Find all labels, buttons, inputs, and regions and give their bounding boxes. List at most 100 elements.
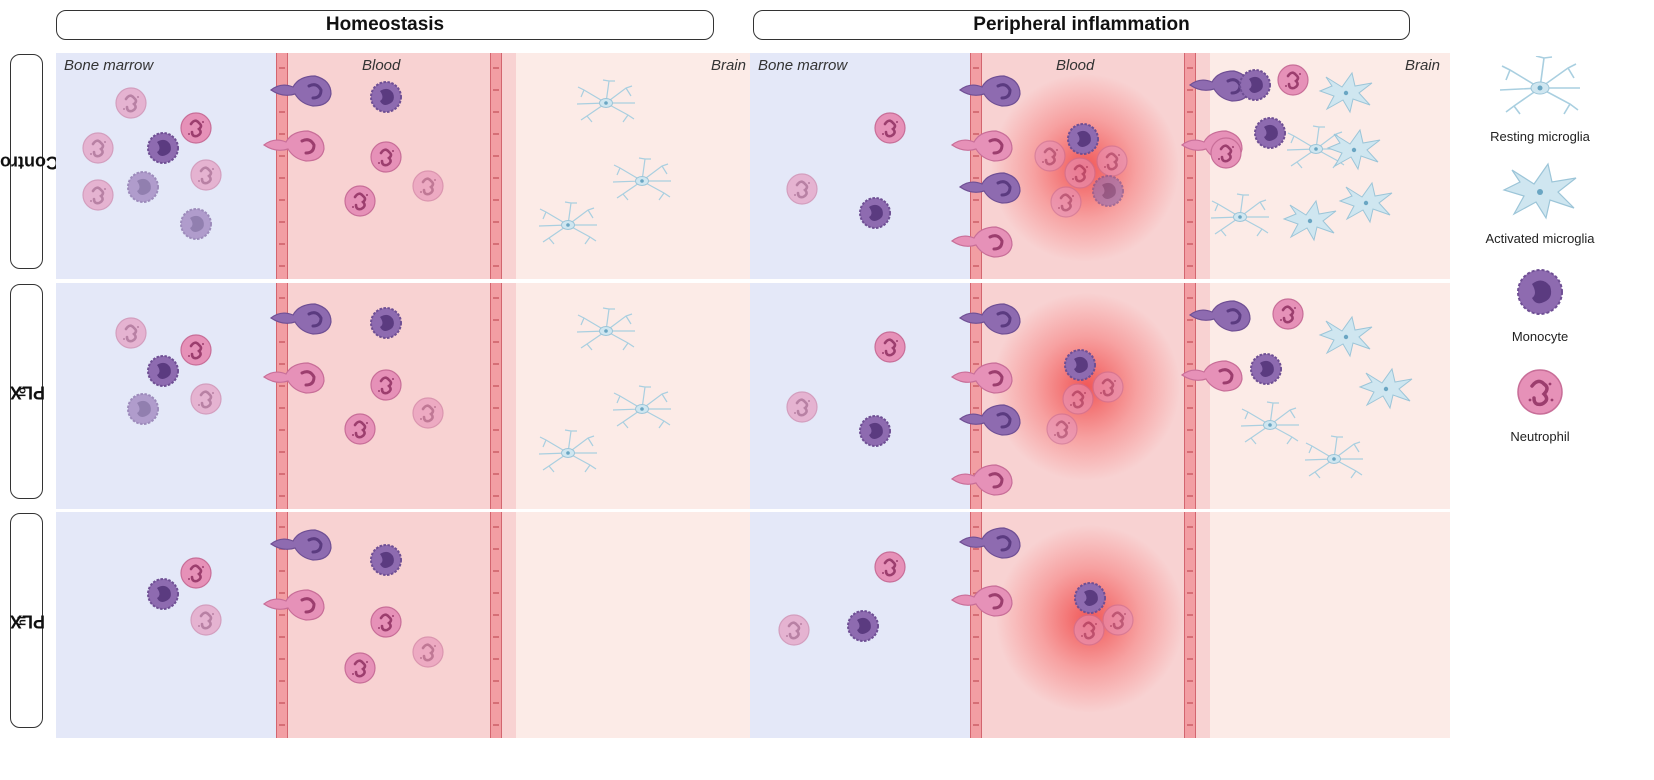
panel-inflammation-control: Bone marrow Blood Brain <box>750 53 1450 279</box>
panel-homeostasis-plx-hi <box>56 512 756 738</box>
migrating-cell <box>1180 360 1243 392</box>
neutrophil-cell <box>180 557 212 589</box>
neutrophil-icon <box>1517 369 1563 415</box>
neutrophil-cell <box>115 87 147 119</box>
migrating-cell <box>958 404 1021 436</box>
vessel-wall-right <box>1184 283 1196 509</box>
migrating-cell <box>958 303 1021 335</box>
monocyte-cell <box>1067 123 1099 155</box>
neutrophil-cell <box>1064 157 1096 189</box>
activated-microglia-cell <box>1358 367 1413 410</box>
activated-microglia-icon <box>1502 162 1577 220</box>
migrating-cell <box>269 75 332 107</box>
row-label-plx-lo: PLX lo <box>9 284 44 499</box>
migrating-cell <box>950 464 1013 496</box>
legend-label-monocyte: Monocyte <box>1511 329 1569 344</box>
resting-microglia-cell <box>1304 435 1363 479</box>
neutrophil-cell <box>412 397 444 429</box>
monocyte-icon <box>1517 269 1563 315</box>
migrating-cell <box>1188 300 1251 332</box>
vessel-wall-left <box>970 283 982 509</box>
vessel-wall-right <box>490 512 502 738</box>
vessel-wall-left <box>970 512 982 738</box>
neutrophil-cell <box>1210 137 1242 169</box>
monocyte-cell <box>1254 117 1286 149</box>
migrating-cell <box>269 303 332 335</box>
monocyte-cell <box>127 393 159 425</box>
migrating-cell <box>262 362 325 394</box>
neutrophil-cell <box>82 132 114 164</box>
vessel-wall-right <box>1184 53 1196 279</box>
resting-microglia-cell <box>1210 193 1269 237</box>
monocyte-cell <box>1239 69 1271 101</box>
neutrophil-cell <box>370 369 402 401</box>
resting-microglia-cell <box>1240 401 1299 445</box>
bone-marrow-zone <box>56 53 286 279</box>
resting-microglia-icon <box>1499 55 1580 115</box>
resting-microglia-cell <box>1286 125 1345 169</box>
monocyte-cell <box>1250 353 1282 385</box>
legend-resting-microglia: Resting microglia <box>1440 55 1640 144</box>
neutrophil-cell <box>1050 186 1082 218</box>
activated-microglia-cell <box>1318 71 1373 114</box>
monocyte-cell <box>147 355 179 387</box>
monocyte-cell <box>370 544 402 576</box>
neutrophil-cell <box>82 179 114 211</box>
region-label-brain: Brain <box>1404 57 1440 74</box>
migrating-cell <box>950 226 1013 258</box>
row-label-plx-hi: PLX hi <box>9 513 44 728</box>
brain-zone <box>1210 512 1450 738</box>
region-label-blood: Blood <box>362 57 401 74</box>
activated-microglia-cell <box>1326 128 1381 171</box>
neutrophil-cell <box>874 551 906 583</box>
panel-inflammation-plx-hi <box>750 512 1450 738</box>
neutrophil-cell <box>1092 371 1124 403</box>
monocyte-cell <box>1074 582 1106 614</box>
resting-microglia-cell <box>612 385 671 429</box>
monocyte-cell <box>370 307 402 339</box>
resting-microglia-cell <box>576 79 635 123</box>
monocyte-cell <box>180 208 212 240</box>
activated-microglia-cell <box>1318 315 1373 358</box>
resting-microglia-cell <box>576 307 635 351</box>
neutrophil-cell <box>190 604 222 636</box>
row-label-control: Control <box>0 54 58 269</box>
monocyte-cell <box>859 415 891 447</box>
neutrophil-cell <box>190 159 222 191</box>
monocyte-cell <box>147 132 179 164</box>
region-label-blood: Blood <box>1056 57 1095 74</box>
monocyte-cell <box>127 171 159 203</box>
bone-marrow-zone <box>56 512 286 738</box>
neutrophil-cell <box>874 331 906 363</box>
migrating-cell <box>262 130 325 162</box>
resting-microglia-cell <box>612 157 671 201</box>
legend-monocyte: Monocyte <box>1440 264 1640 344</box>
migrating-cell <box>262 589 325 621</box>
neutrophil-cell <box>344 413 376 445</box>
migrating-cell <box>950 362 1013 394</box>
bone-marrow-zone <box>750 53 980 279</box>
bone-marrow-zone <box>750 283 980 509</box>
vessel-wall-left <box>276 53 288 279</box>
neutrophil-cell <box>344 652 376 684</box>
vessel-wall-right <box>490 283 502 509</box>
migrating-cell <box>958 527 1021 559</box>
legend-label-neutrophil: Neutrophil <box>1510 429 1570 444</box>
monocyte-cell <box>147 578 179 610</box>
neutrophil-cell <box>1102 604 1134 636</box>
panel-inflammation-plx-lo <box>750 283 1450 509</box>
activated-microglia-cell <box>1338 181 1393 224</box>
column-header-peripheral-inflammation: Peripheral inflammation <box>753 10 1410 40</box>
column-header-homeostasis: Homeostasis <box>56 10 714 40</box>
migrating-cell <box>950 585 1013 617</box>
neutrophil-cell <box>1272 298 1304 330</box>
neutrophil-cell <box>190 383 222 415</box>
neutrophil-cell <box>412 636 444 668</box>
legend-label-activated-microglia: Activated microglia <box>1485 231 1595 246</box>
neutrophil-cell <box>180 334 212 366</box>
migrating-cell <box>958 172 1021 204</box>
vessel-wall-right <box>1184 512 1196 738</box>
brain-zone <box>516 283 756 509</box>
vessel-wall-left <box>970 53 982 279</box>
neutrophil-cell <box>1073 614 1105 646</box>
